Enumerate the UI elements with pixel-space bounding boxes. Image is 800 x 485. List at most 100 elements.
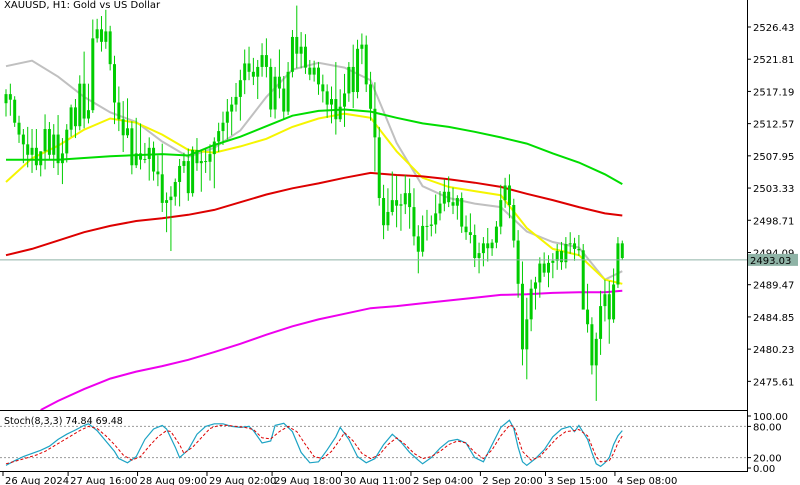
candle-body [121, 119, 125, 136]
time-tick-label: 29 Aug 18:00 [274, 476, 341, 485]
candle-body [277, 76, 281, 89]
candle-body [351, 66, 355, 93]
candle-body [299, 46, 303, 54]
candle-body [416, 236, 420, 252]
candle-body [499, 200, 503, 227]
candle-body [191, 149, 195, 194]
ma-line-2 [6, 108, 623, 185]
candle-body [603, 294, 607, 307]
current-price-value: 2493.03 [750, 256, 791, 267]
candle-body [21, 134, 25, 145]
candle-body [147, 147, 151, 159]
candle-body [303, 46, 307, 68]
candle-body [507, 185, 511, 205]
candle-body [52, 134, 56, 155]
price-tick-label: 2489.47 [753, 281, 794, 292]
candle-body [590, 324, 594, 366]
candle-body [130, 128, 134, 166]
candle-body [503, 185, 507, 201]
candle-body [438, 203, 442, 214]
candle-body [117, 102, 121, 120]
candle-body [139, 153, 143, 160]
candle-body [360, 44, 364, 49]
price-tick-label: 2526.43 [753, 23, 794, 34]
candle-body [468, 232, 472, 235]
candle-body [160, 174, 164, 203]
candle-body [234, 96, 238, 105]
stoch-tick-label: 0.00 [753, 464, 775, 475]
candle-body [403, 193, 407, 205]
candle-body [399, 204, 403, 206]
price-panel: XAUUSD, H1: Gold vs US Dollar [0, 0, 747, 411]
candle-body [620, 243, 624, 258]
candle-body [577, 248, 581, 251]
candle-body [529, 288, 533, 320]
current-price-badge: 2493.03 [748, 253, 798, 267]
candle-body [113, 64, 116, 103]
candle-body [8, 94, 12, 100]
candle-body [425, 225, 429, 227]
candle-body [273, 76, 277, 110]
candle-body [91, 38, 95, 111]
stoch-tick-label: 100.00 [753, 412, 788, 423]
candle-body [612, 284, 616, 320]
candle-body [490, 242, 494, 249]
candle-body [568, 243, 572, 245]
candle-body [165, 200, 169, 203]
candle-body [555, 251, 559, 261]
candle-body [69, 107, 73, 130]
time-axis: 26 Aug 2024 27 Aug 16:00 28 Aug 09:00 29 Au… [2, 471, 677, 485]
candle-body [256, 66, 260, 77]
candle-body [182, 161, 186, 166]
candle-body [594, 338, 598, 366]
candle-body [78, 83, 82, 127]
candle-body [290, 36, 294, 72]
candle-body [325, 91, 329, 105]
candle-body [47, 128, 51, 155]
candle-body [225, 111, 229, 123]
stoch-signal-line [5, 424, 623, 465]
candle-body [343, 93, 347, 107]
candle-body [321, 84, 325, 92]
candle-body [30, 147, 34, 155]
candle-body [616, 243, 620, 285]
candle-body [338, 106, 342, 120]
time-tick-label: 29 Aug 02:00 [209, 476, 276, 485]
candle-body [395, 200, 399, 206]
candle-body [156, 171, 160, 175]
candle-body [204, 161, 208, 163]
candle-body [17, 122, 21, 135]
candle-body [221, 122, 225, 132]
candle-body [86, 110, 90, 119]
candle-body [542, 263, 546, 273]
candle-body [538, 263, 542, 283]
price-tick-label: 2521.81 [753, 55, 794, 66]
chart-title: XAUUSD, H1: Gold vs US Dollar [4, 0, 161, 11]
price-tick-label: 2517.19 [753, 87, 794, 98]
candle-body [386, 211, 390, 226]
candle-body [473, 234, 477, 258]
price-tick-label: 2480.23 [753, 345, 794, 356]
candle-body [13, 99, 17, 123]
candle-body [390, 200, 394, 212]
stoch-lines [5, 419, 623, 468]
ma-line-1 [5, 112, 623, 285]
candle-body [434, 213, 438, 225]
candle-body [369, 84, 373, 109]
candle-body [60, 153, 64, 164]
candle-body [408, 193, 412, 208]
candle-body [286, 71, 290, 112]
candle-body [260, 55, 264, 67]
candle-body [429, 224, 433, 226]
candle-body [421, 225, 425, 252]
candle-body [455, 198, 459, 206]
candle-body [264, 55, 268, 67]
candle-body [34, 147, 38, 166]
price-axis: 2526.43 2521.81 2517.19 2512.57 2507.95 2503.… [747, 23, 794, 388]
candle-body [308, 67, 312, 75]
candle-body [560, 251, 564, 263]
candle-body [516, 240, 520, 284]
candle-body [212, 141, 216, 155]
